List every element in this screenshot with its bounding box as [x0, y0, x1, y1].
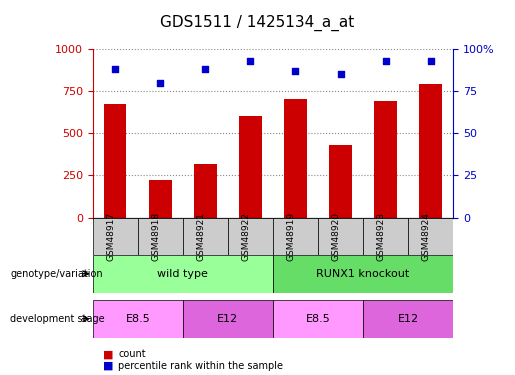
FancyBboxPatch shape	[93, 255, 273, 292]
Text: GSM48924: GSM48924	[422, 212, 431, 261]
FancyBboxPatch shape	[183, 300, 273, 338]
FancyBboxPatch shape	[318, 217, 363, 255]
FancyBboxPatch shape	[273, 217, 318, 255]
Text: wild type: wild type	[158, 269, 208, 279]
Bar	[419, 84, 442, 218]
Bar	[194, 164, 217, 218]
FancyBboxPatch shape	[93, 217, 138, 255]
FancyBboxPatch shape	[183, 217, 228, 255]
Text: E12: E12	[398, 314, 419, 324]
Text: GDS1511 / 1425134_a_at: GDS1511 / 1425134_a_at	[160, 15, 355, 31]
FancyBboxPatch shape	[408, 217, 453, 255]
Text: E8.5: E8.5	[305, 314, 331, 324]
Text: GSM48921: GSM48921	[196, 212, 205, 261]
Text: RUNX1 knockout: RUNX1 knockout	[316, 269, 410, 279]
Point	[336, 71, 345, 77]
Bar	[239, 116, 262, 218]
FancyBboxPatch shape	[273, 300, 363, 338]
Bar	[374, 101, 397, 217]
Bar	[149, 180, 171, 218]
FancyBboxPatch shape	[93, 300, 183, 338]
Point	[246, 57, 254, 63]
Text: percentile rank within the sample: percentile rank within the sample	[118, 361, 283, 370]
Point	[291, 68, 300, 74]
Text: GSM48922: GSM48922	[242, 212, 250, 261]
Point	[426, 57, 435, 63]
Bar	[284, 99, 307, 218]
Point	[156, 80, 164, 86]
Text: development stage: development stage	[10, 314, 105, 324]
Bar	[329, 145, 352, 218]
Text: GSM48919: GSM48919	[286, 211, 296, 261]
Text: GSM48923: GSM48923	[376, 212, 386, 261]
Bar	[104, 104, 127, 218]
FancyBboxPatch shape	[363, 300, 453, 338]
Text: GSM48918: GSM48918	[151, 211, 160, 261]
Point	[382, 57, 390, 63]
FancyBboxPatch shape	[228, 217, 273, 255]
Text: GSM48917: GSM48917	[106, 211, 115, 261]
Point	[111, 66, 119, 72]
Text: count: count	[118, 350, 146, 359]
Text: ■: ■	[103, 361, 113, 370]
Text: E12: E12	[217, 314, 238, 324]
FancyBboxPatch shape	[273, 255, 453, 292]
Text: E8.5: E8.5	[125, 314, 150, 324]
Point	[201, 66, 210, 72]
FancyBboxPatch shape	[138, 217, 183, 255]
Text: genotype/variation: genotype/variation	[10, 269, 103, 279]
FancyBboxPatch shape	[363, 217, 408, 255]
Text: GSM48920: GSM48920	[332, 212, 340, 261]
Text: ■: ■	[103, 350, 113, 359]
